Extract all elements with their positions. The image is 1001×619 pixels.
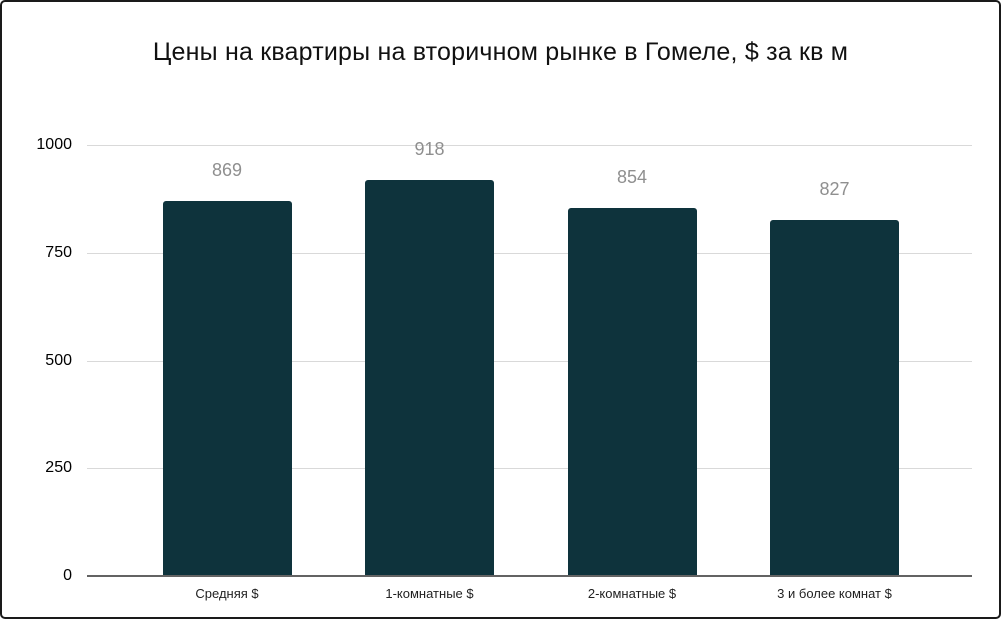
- x-axis-baseline: [87, 575, 972, 577]
- y-tick-label-0: 0: [63, 567, 72, 584]
- x-category-label-2: 2-комнатные $: [587, 586, 677, 601]
- bar-value-label-3: 827: [819, 178, 850, 199]
- y-tick-label-250: 250: [45, 459, 72, 477]
- chart-title: Цены на квартиры на вторичном рынке в Го…: [152, 38, 849, 66]
- bar-1: [365, 180, 494, 576]
- gridline-250: [87, 468, 972, 470]
- bar-2: [567, 207, 697, 576]
- gridline-500: [87, 360, 972, 362]
- gridline-1000: [87, 145, 972, 146]
- y-axis: 0 250 500 750 1000: [2, 137, 80, 584]
- bar-3: [770, 219, 899, 576]
- x-category-label-0: Средняя $: [195, 586, 259, 601]
- y-tick-label-1000: 1000: [36, 136, 72, 153]
- y-tick-label-750: 750: [45, 243, 72, 261]
- bar-0: [162, 201, 292, 576]
- bar-value-label-1: 918: [414, 139, 445, 160]
- x-category-label-3: 3 и более комнат $: [777, 586, 892, 601]
- y-tick-label-500: 500: [45, 351, 72, 369]
- bar-value-label-2: 854: [616, 166, 648, 187]
- gridline-750: [87, 252, 972, 254]
- bar-value-label-0: 869: [211, 160, 243, 181]
- plot-area: 869 918 854 827: [87, 139, 972, 577]
- x-category-label-1: 1-комнатные $: [385, 586, 474, 601]
- x-axis: Средняя $ 1-комнатные $ 2-комнатные $ 3 и б…: [2, 586, 999, 606]
